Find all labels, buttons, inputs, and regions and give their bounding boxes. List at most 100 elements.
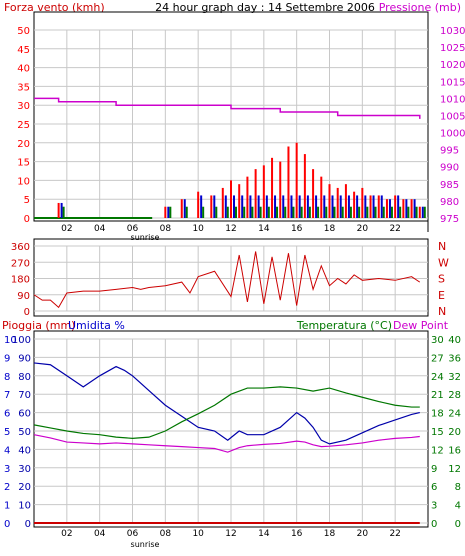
dewpoint-y-tick-label: 24 (448, 409, 461, 420)
pressure-y-tick-label: 995 (440, 146, 459, 157)
temperature-y-tick-label: 21 (431, 390, 444, 401)
rain-y-tick-label: 6 (4, 409, 10, 420)
wind-y-tick-label: 25 (17, 120, 30, 131)
rain-y-tick-label: 2 (4, 482, 10, 493)
rain-y-tick-label: 10 (4, 335, 17, 346)
rain-y-tick-label: 3 (4, 464, 10, 475)
humidity-y-tick-label: 0 (25, 519, 31, 530)
wind-x-tick-label: 08 (160, 224, 172, 234)
direction-y-tick-label: 90 (17, 291, 30, 302)
humidity-y-tick-label: 60 (18, 409, 31, 420)
bottom-x-tick-label: 10 (192, 529, 204, 539)
dewpoint-y-tick-label: 4 (455, 501, 461, 512)
bottom-x-tick-label: 02 (61, 529, 72, 539)
bottom-x-tick-label: 04 (94, 529, 106, 539)
direction-y-tick-label: 360 (11, 242, 30, 253)
humidity-y-tick-label: 30 (18, 464, 31, 475)
bottom-x-tick-label: 06 (127, 529, 139, 539)
wind-y-tick-label: 0 (24, 214, 30, 225)
dewpoint-y-tick-label: 0 (455, 519, 461, 530)
bottom-x-tick-label: 16 (291, 529, 303, 539)
wind-y-tick-label: 50 (17, 26, 30, 37)
humidity-title: Umidita % (68, 319, 125, 332)
pressure-y-tick-label: 1005 (440, 111, 465, 122)
dewpoint-y-tick-label: 32 (448, 372, 461, 383)
wind-x-tick-label: 18 (324, 224, 336, 234)
humidity-y-tick-label: 40 (18, 445, 31, 456)
rain-y-tick-label: 8 (4, 372, 10, 383)
pressure-y-tick-label: 980 (440, 197, 459, 208)
humidity-y-tick-label: 90 (18, 353, 31, 364)
pressure-y-tick-label: 1015 (440, 77, 465, 88)
wind-x-tick-label: 02 (61, 224, 72, 234)
chart-title: 24 hour graph day : 14 Settembre 2006 (155, 1, 375, 14)
dewpoint-y-tick-label: 28 (448, 390, 461, 401)
grid (34, 29, 428, 524)
direction-line (33, 251, 421, 309)
humidity-y-tick-label: 20 (18, 482, 31, 493)
wind-panel-frame (33, 11, 429, 222)
wind-x-tick-label: 10 (192, 224, 204, 234)
bottom-x-tick-label: 08 (160, 529, 172, 539)
dewpoint-y-tick-label: 36 (448, 353, 461, 364)
rain-y-tick-label: 5 (4, 427, 10, 438)
temperature-y-tick-label: 27 (431, 353, 444, 364)
humidity-y-tick-label: 70 (18, 390, 31, 401)
temperature-y-tick-label: 12 (431, 445, 444, 456)
sunrise-label-top: sunrise (131, 233, 160, 242)
temperature-y-tick-label: 0 (431, 519, 437, 530)
pressure-y-tick-label: 1025 (440, 43, 465, 54)
pressure-line (34, 97, 421, 119)
temperature-y-tick-label: 30 (431, 335, 444, 346)
rain-y-tick-label: 0 (4, 519, 10, 530)
rain-y-tick-label: 9 (4, 353, 10, 364)
dewpoint-y-tick-label: 16 (448, 445, 461, 456)
dewpoint-y-tick-label: 40 (448, 335, 461, 346)
wind-title: Forza vento (kmh) (4, 1, 105, 14)
compass-tick-label: W (438, 256, 449, 269)
bottom-x-tick-label: 20 (357, 529, 369, 539)
temperature-title: Temperatura (°C) (296, 319, 392, 332)
wind-y-tick-label: 45 (17, 45, 30, 56)
rain-y-tick-label: 1 (4, 501, 10, 512)
wind-x-tick-label: 22 (389, 224, 400, 234)
direction-y-tick-label: 270 (11, 258, 30, 269)
wind-x-tick-label: 16 (291, 224, 303, 234)
bottom-x-tick-label: 18 (324, 529, 336, 539)
wind-y-tick-label: 10 (17, 176, 30, 187)
compass-tick-label: N (438, 305, 446, 318)
wind-y-tick-label: 30 (17, 101, 30, 112)
bottom-x-tick-label: 12 (225, 529, 236, 539)
pressure-y-tick-label: 975 (440, 214, 459, 225)
humidity-y-tick-label: 50 (18, 427, 31, 438)
pressure-y-tick-label: 1030 (440, 26, 465, 37)
wind-y-tick-label: 20 (17, 139, 30, 150)
rain-y-tick-label: 7 (4, 390, 10, 401)
direction-y-tick-label: 0 (24, 307, 30, 318)
temperature-line (33, 386, 420, 439)
rain-y-tick-label: 4 (4, 445, 10, 456)
pressure-y-tick-label: 990 (440, 163, 459, 174)
wind-y-tick-label: 15 (17, 158, 30, 169)
wind-y-tick-label: 40 (17, 64, 30, 75)
wind-y-tick-label: 5 (24, 195, 30, 206)
temperature-y-tick-label: 15 (431, 427, 444, 438)
humidity-y-tick-label: 10 (18, 501, 31, 512)
bottom-panel-frame (33, 330, 429, 528)
marks (33, 97, 426, 524)
dewpoint-y-tick-label: 20 (448, 427, 461, 438)
humidity-y-tick-label: 80 (18, 372, 31, 383)
bottom-x-tick-label: 14 (258, 529, 270, 539)
compass-tick-label: N (438, 240, 446, 253)
pressure-y-tick-label: 1020 (440, 60, 465, 71)
temperature-y-tick-label: 3 (431, 501, 437, 512)
wind-x-tick-label: 12 (225, 224, 236, 234)
compass-tick-label: E (438, 289, 445, 302)
dewpoint-y-tick-label: 12 (448, 464, 461, 475)
wind-x-tick-label: 06 (127, 224, 139, 234)
pressure-y-tick-label: 1000 (440, 129, 465, 140)
wind-y-tick-label: 35 (17, 82, 30, 93)
pressure-y-tick-label: 1010 (440, 94, 465, 105)
